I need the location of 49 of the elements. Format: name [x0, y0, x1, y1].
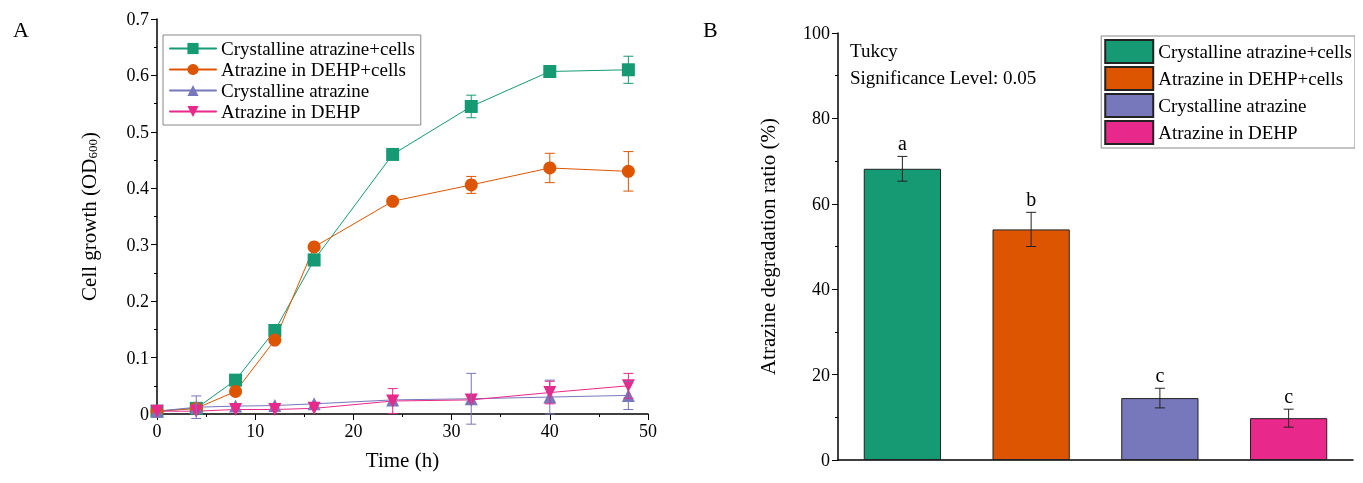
y-axis-title: Atrazine degradation ratio (%): [755, 117, 780, 376]
y-tick-label: 60: [812, 193, 830, 214]
point: [386, 194, 400, 208]
legend-label: Crystalline atrazine: [1158, 95, 1307, 116]
annotation: Tukcy: [850, 40, 899, 61]
y-tick-label: 0.2: [126, 291, 149, 312]
data-label: c: [1155, 364, 1165, 387]
y-tick-label: 0: [140, 404, 149, 424]
legend-label: Crystalline atrazine: [221, 80, 370, 101]
point: [621, 63, 635, 77]
annotation: Significance Level: 0.05: [850, 67, 1037, 88]
x-tick-label: 50: [639, 421, 657, 441]
data-label: a: [897, 132, 907, 155]
x-tick-label: 30: [442, 421, 461, 441]
x-tick-label: 10: [246, 421, 265, 441]
y-axis-title: Cell growth (OD600): [76, 132, 101, 301]
point: [386, 147, 400, 161]
y-tick-label: 0.3: [126, 234, 149, 255]
point: [268, 333, 282, 347]
y-tick-label: 100: [803, 23, 830, 43]
point: [621, 164, 635, 178]
legend-label: Crystalline atrazine+cells: [1158, 41, 1353, 62]
y-tick-label: 0.5: [126, 121, 149, 142]
y-tick-label: 20: [812, 364, 830, 385]
point: [464, 99, 478, 113]
x-tick-label: 20: [344, 421, 363, 441]
y-tick-label: 0.4: [126, 178, 149, 199]
legend-label: Atrazine in DEHP+cells: [1158, 68, 1344, 89]
point: [229, 373, 243, 387]
point: [307, 240, 321, 254]
y-tick-label: 80: [812, 108, 830, 129]
y-tick-label: 0.6: [126, 65, 149, 86]
y-tick-label: 0.1: [126, 347, 149, 368]
y-tick-label: 40: [812, 279, 830, 300]
point: [307, 401, 321, 415]
chart-title: B: [703, 16, 718, 42]
chart-title: A: [13, 16, 29, 42]
legend-label: Atrazine in DEHP: [1158, 122, 1298, 143]
legend-label: Atrazine in DEHP+cells: [221, 59, 406, 80]
x-axis-title: Time (h): [365, 447, 440, 472]
point: [229, 384, 243, 398]
y-tick-label: 0: [821, 450, 830, 470]
data-label: b: [1026, 188, 1037, 211]
y-tick-label: 0.7: [126, 9, 149, 29]
x-tick-label: 40: [540, 421, 559, 441]
legend-label: Crystalline atrazine+cells: [221, 38, 415, 59]
data-label: c: [1284, 385, 1294, 408]
legend-label: Atrazine in DEHP: [221, 101, 361, 122]
x-tick-label: 0: [152, 421, 162, 441]
